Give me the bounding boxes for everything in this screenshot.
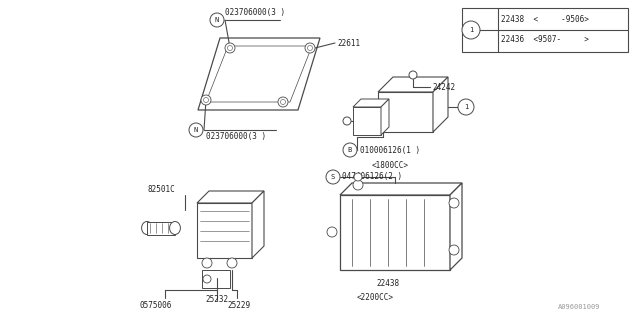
Circle shape <box>280 100 285 105</box>
Bar <box>378 92 433 132</box>
Bar <box>353 107 381 135</box>
Text: <2200CC>: <2200CC> <box>356 293 394 302</box>
Text: S: S <box>331 174 335 180</box>
Text: 1: 1 <box>469 27 473 33</box>
Circle shape <box>326 170 340 184</box>
Circle shape <box>343 143 357 157</box>
Circle shape <box>327 227 337 237</box>
Circle shape <box>458 99 474 115</box>
Bar <box>340 195 450 270</box>
Ellipse shape <box>170 221 180 235</box>
Text: 0575006: 0575006 <box>140 300 172 309</box>
Text: <1800CC>: <1800CC> <box>372 161 409 170</box>
Text: 023706000(3 ): 023706000(3 ) <box>225 9 285 18</box>
Bar <box>462 8 628 52</box>
Circle shape <box>201 95 211 105</box>
Circle shape <box>305 43 315 53</box>
Text: 22438: 22438 <box>376 279 399 289</box>
Polygon shape <box>433 77 448 132</box>
Ellipse shape <box>141 221 152 235</box>
Text: 25229: 25229 <box>227 300 250 309</box>
Polygon shape <box>450 183 462 270</box>
Circle shape <box>307 45 312 51</box>
Polygon shape <box>381 99 389 135</box>
Text: 22611: 22611 <box>337 38 360 47</box>
Text: 010006126(1 ): 010006126(1 ) <box>360 146 420 155</box>
Text: N: N <box>215 17 219 23</box>
Text: 24242: 24242 <box>432 83 455 92</box>
Circle shape <box>225 43 235 53</box>
Circle shape <box>203 275 211 283</box>
Circle shape <box>343 117 351 125</box>
Circle shape <box>189 123 203 137</box>
Circle shape <box>202 258 212 268</box>
Circle shape <box>278 97 288 107</box>
Circle shape <box>204 98 209 102</box>
Circle shape <box>210 13 224 27</box>
Circle shape <box>227 45 232 51</box>
Polygon shape <box>378 77 448 92</box>
Text: 1: 1 <box>464 104 468 110</box>
Bar <box>197 203 252 258</box>
Text: 22436  <9507-     >: 22436 <9507- > <box>501 36 589 44</box>
Circle shape <box>462 21 480 39</box>
Text: 82501C: 82501C <box>148 186 176 195</box>
Circle shape <box>449 245 459 255</box>
Text: 023706000(3 ): 023706000(3 ) <box>206 132 266 141</box>
Circle shape <box>353 180 363 190</box>
Polygon shape <box>252 191 264 258</box>
Bar <box>147 221 175 235</box>
Polygon shape <box>197 191 264 203</box>
Polygon shape <box>353 99 389 107</box>
Text: B: B <box>348 147 352 153</box>
Text: N: N <box>194 127 198 133</box>
Text: 047406126(2 ): 047406126(2 ) <box>342 172 402 181</box>
Text: 22438  <     -9506>: 22438 < -9506> <box>501 15 589 25</box>
Polygon shape <box>340 183 462 195</box>
Text: 25232: 25232 <box>205 295 228 305</box>
Bar <box>202 270 230 288</box>
Circle shape <box>409 71 417 79</box>
Circle shape <box>449 198 459 208</box>
Circle shape <box>227 258 237 268</box>
Circle shape <box>354 173 362 181</box>
Polygon shape <box>198 38 320 110</box>
Text: A096001009: A096001009 <box>557 304 600 310</box>
